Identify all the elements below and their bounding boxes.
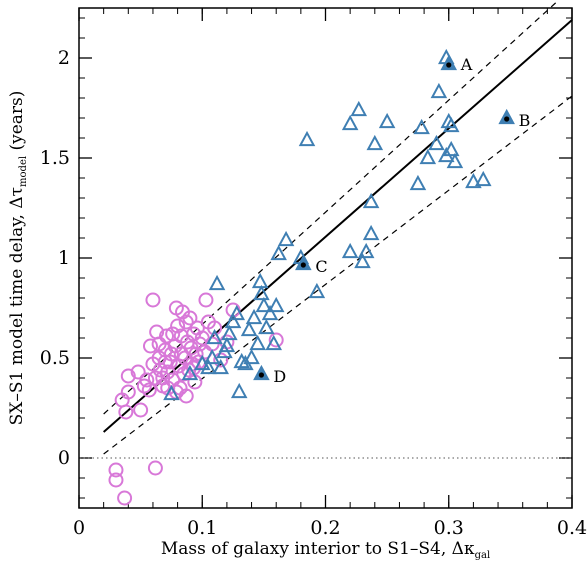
x-tick-label: 0.3 xyxy=(434,517,464,539)
highlight-dot xyxy=(301,262,306,267)
triangle-marker xyxy=(360,245,373,257)
highlight-dot xyxy=(259,372,264,377)
triangle-marker xyxy=(260,321,273,333)
circle-marker xyxy=(149,462,162,475)
triangle-marker xyxy=(247,311,260,323)
triangle-marker xyxy=(344,245,357,257)
triangle-marker xyxy=(245,351,258,363)
y-tick-label: 1.5 xyxy=(40,147,70,169)
x-tick-label: 0.4 xyxy=(557,517,587,539)
triangle-marker xyxy=(272,247,285,259)
annotation-B: B xyxy=(519,111,531,130)
triangle-marker xyxy=(279,233,292,245)
triangle-marker xyxy=(365,227,378,239)
point-annotations: A B C D xyxy=(273,55,530,386)
triangle-marker xyxy=(270,299,283,311)
y-axis-label-unit: (years) xyxy=(7,91,27,156)
triangle-marker xyxy=(411,177,424,189)
circle-marker xyxy=(144,340,157,353)
x-tick-label: 0.1 xyxy=(187,517,217,539)
highlight-dot xyxy=(504,116,509,121)
triangle-marker xyxy=(300,133,313,145)
y-tick-label: 2 xyxy=(58,47,70,69)
lower-line xyxy=(104,96,572,454)
circle-marker xyxy=(118,492,131,505)
triangle-marker xyxy=(368,137,381,149)
y-axis-label: SX–S1 model time delay, Δτmodel (years) xyxy=(7,91,29,426)
x-axis-label-main: Mass of galaxy interior to S1–S4, Δκ xyxy=(161,539,475,559)
data-markers xyxy=(109,51,513,505)
triangle-marker xyxy=(233,385,246,397)
reference-lines xyxy=(79,0,572,458)
y-tick-label: 0.5 xyxy=(40,347,70,369)
triangle-marker xyxy=(344,117,357,129)
triangle-marker xyxy=(254,275,267,287)
triangle-marker xyxy=(415,121,428,133)
triangle-marker xyxy=(230,307,243,319)
annotation-D: D xyxy=(273,367,286,386)
triangle-marker xyxy=(223,327,236,339)
annotation-A: A xyxy=(460,55,473,74)
triangle-marker xyxy=(210,277,223,289)
x-tick-label: 0.2 xyxy=(310,517,340,539)
highlight-dot xyxy=(446,62,451,67)
x-tick-label: 0 xyxy=(73,517,85,539)
y-tick-label: 0 xyxy=(58,447,70,469)
y-tick-label: 1 xyxy=(58,247,70,269)
triangle-marker xyxy=(352,103,365,115)
circle-marker xyxy=(109,474,122,487)
x-axis-label: Mass of galaxy interior to S1–S4, Δκgal xyxy=(161,539,490,561)
x-axis-label-sub: gal xyxy=(475,550,491,561)
y-axis-label-sub: model xyxy=(18,156,29,187)
triangle-marker xyxy=(477,173,490,185)
triangle-marker xyxy=(242,323,255,335)
y-axis-label-main: SX–S1 model time delay, Δτ xyxy=(7,187,27,425)
circle-marker xyxy=(134,404,147,417)
triangle-marker xyxy=(432,85,445,97)
triangle-marker xyxy=(381,115,394,127)
triangle-marker xyxy=(421,151,434,163)
annotation-C: C xyxy=(315,257,327,276)
triangle-marker xyxy=(251,337,264,349)
circle-marker xyxy=(146,294,159,307)
circle-marker xyxy=(199,294,212,307)
